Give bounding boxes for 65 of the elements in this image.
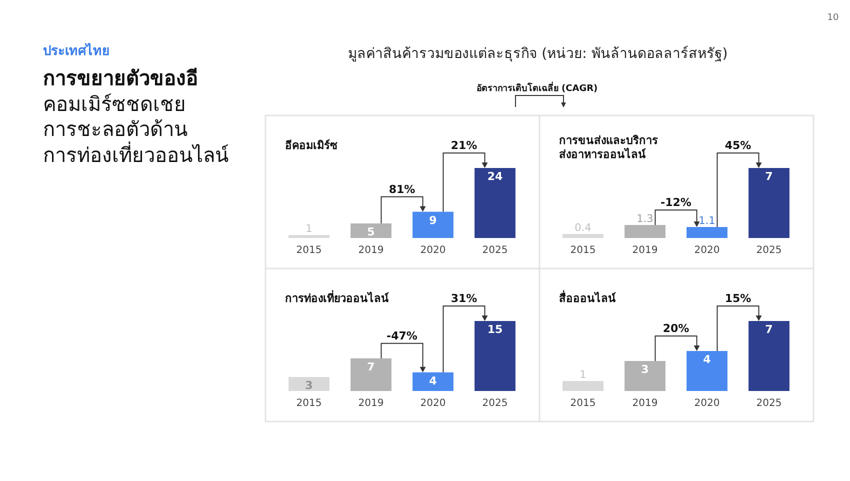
data-label: 4 [429, 374, 438, 388]
data-label: 1.3 [636, 213, 654, 225]
bar [686, 227, 728, 238]
data-label: 7 [765, 323, 773, 336]
data-label: 5 [367, 225, 375, 238]
annotation: 20% [662, 322, 690, 335]
text: การขยายตัวของอี คอมเมิร์ซชดเชย การชะลอตัวด้าน การท่องเที่ยวออนไลน์ [43, 66, 229, 168]
x-tick-label: 2025 [482, 398, 508, 409]
x-tick-label: 2025 [482, 245, 508, 256]
x-tick-label: 2019 [358, 245, 384, 256]
bar [412, 212, 454, 238]
x-tick-label: 2020 [420, 398, 446, 409]
data-label: 3 [641, 363, 649, 376]
x-tick-label: 2025 [756, 245, 782, 256]
x-tick-label: 2025 [756, 398, 782, 409]
data-label: 0.4 [574, 222, 592, 234]
bar [748, 168, 790, 238]
x-tick-label: 2020 [694, 398, 720, 409]
bar [562, 381, 604, 391]
bar [288, 377, 330, 391]
text: อัตราการเติบโตเฉลี่ย (CAGR) [476, 81, 598, 94]
data-label: 7 [367, 360, 375, 374]
bar [624, 225, 666, 238]
data-label: 15 [487, 323, 503, 336]
bar [288, 235, 330, 238]
chart-title: อีคอมเมิร์ซ [285, 139, 337, 153]
text: 21% [450, 139, 478, 152]
bar [412, 372, 454, 391]
bar [562, 234, 604, 238]
chart-title: การขนส่งและบริการ ส่งอาหารออนไลน์ [559, 134, 658, 162]
x-tick-label: 2020 [694, 245, 720, 256]
data-label: 4 [703, 353, 712, 366]
data-label: 24 [487, 170, 503, 183]
x-tick-label: 2019 [358, 398, 384, 409]
data-label: 9 [429, 214, 437, 227]
bar [474, 321, 516, 391]
chart-title: สื่อออนไลน์ [559, 292, 616, 306]
bar [686, 351, 728, 391]
data-label: 1 [306, 223, 312, 236]
data-label: 1 [580, 369, 586, 381]
x-tick-label: 2015 [570, 398, 596, 409]
data-label: 7 [765, 170, 773, 183]
x-tick-label: 2020 [420, 245, 446, 256]
text: ประเทศไทย [43, 42, 110, 59]
data-label: 3 [305, 379, 313, 392]
text: 45% [724, 139, 752, 152]
x-tick-label: 2015 [296, 398, 322, 409]
bar [748, 321, 790, 391]
bar [350, 358, 392, 391]
bar [624, 361, 666, 391]
x-tick-label: 2015 [570, 245, 596, 256]
x-tick-label: 2019 [632, 245, 658, 256]
text: 10 [827, 13, 839, 23]
bar [350, 223, 392, 238]
annotation: -12% [660, 196, 692, 209]
annotation: -47% [386, 329, 418, 342]
bar [474, 168, 516, 238]
annotation: 81% [388, 182, 416, 196]
x-tick-label: 2019 [632, 398, 658, 409]
data-label: 1.1 [698, 215, 716, 227]
x-tick-label: 2015 [296, 245, 322, 256]
text: 31% [450, 292, 478, 305]
text: 15% [724, 292, 752, 305]
chart-title: การท่องเที่ยวออนไลน์ [285, 292, 389, 306]
text: มูลค่าสินค้ารวมของแต่ละธุรกิจ (หน่วย: พันล้านดอลลาร์สหรัฐ) [348, 45, 728, 62]
